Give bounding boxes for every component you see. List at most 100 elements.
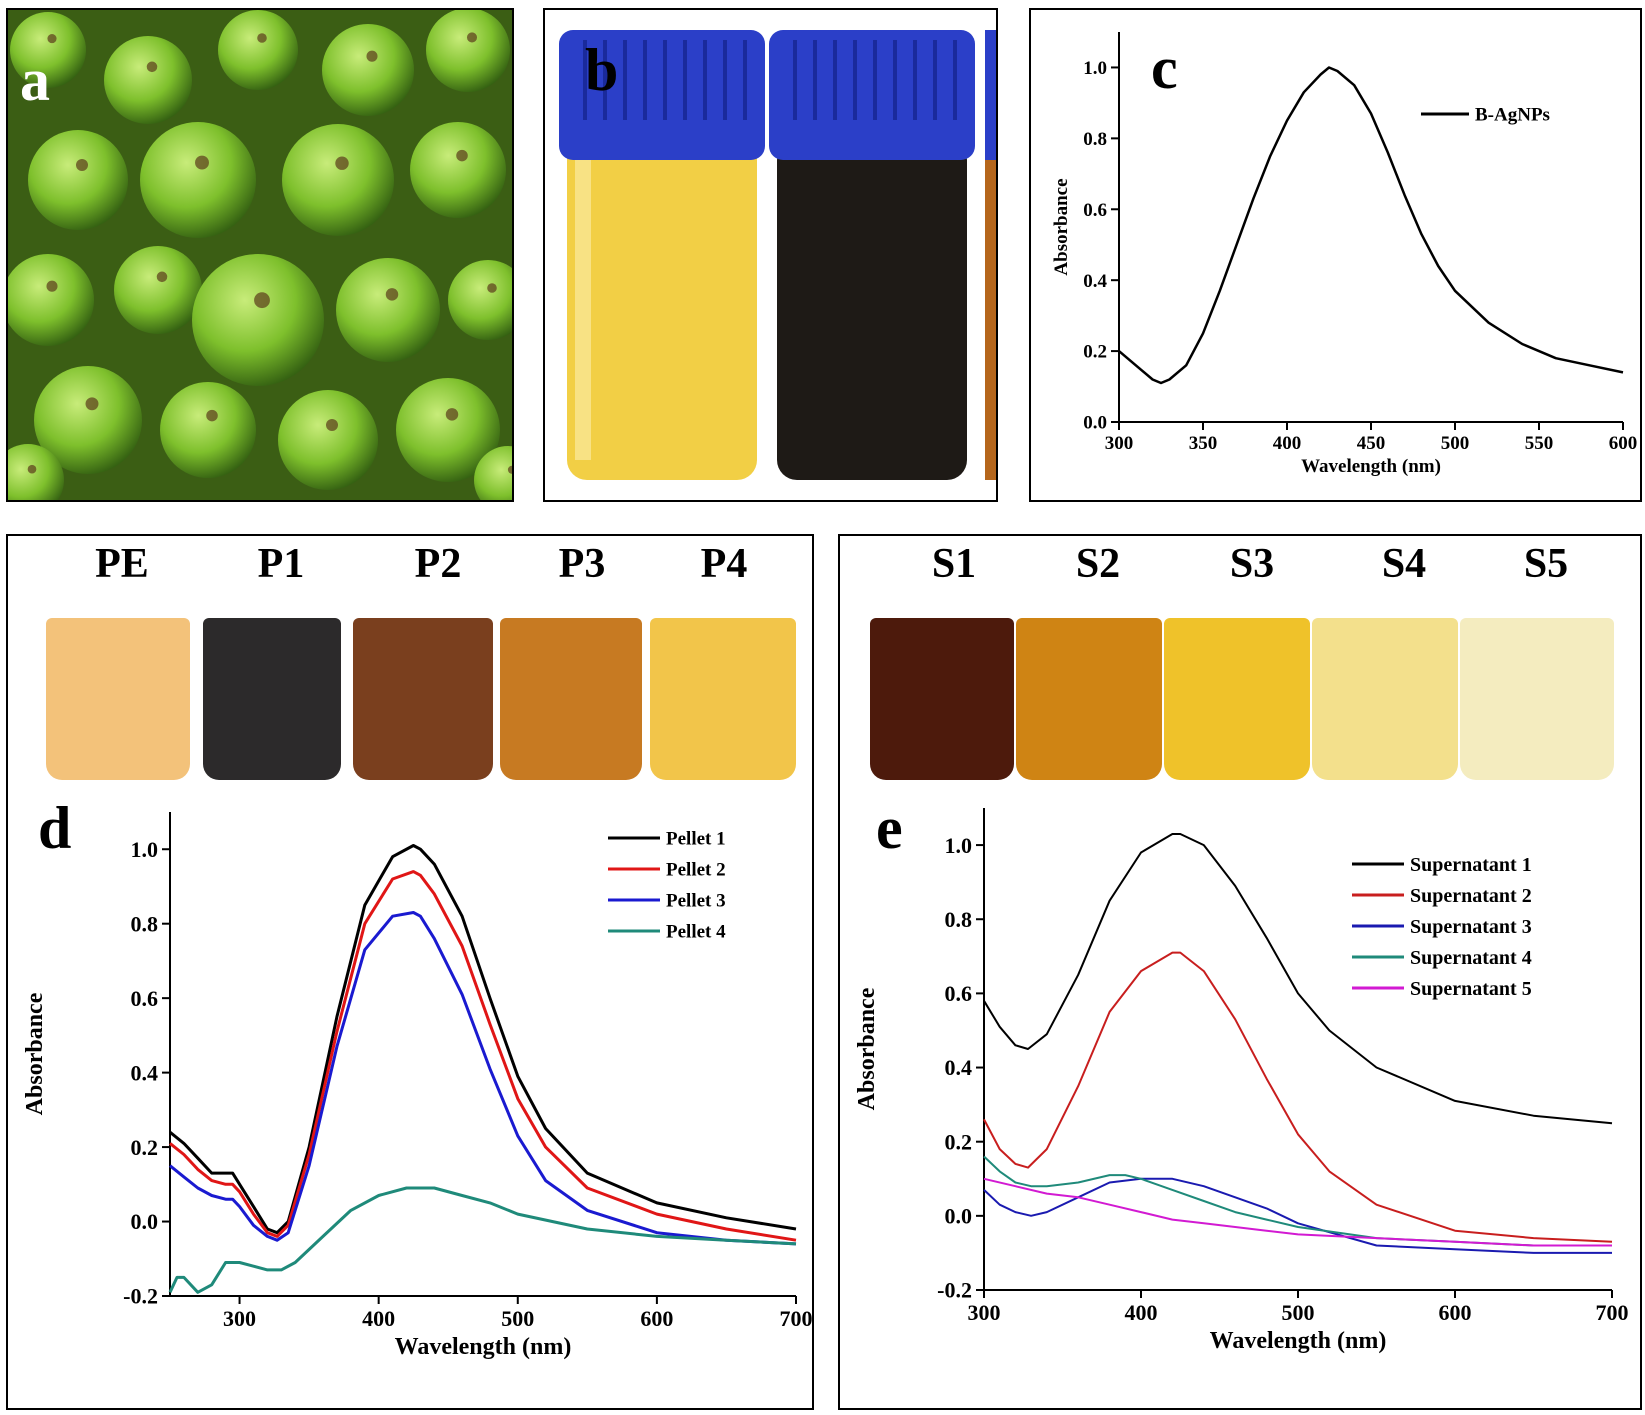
fruit-calyx <box>27 464 37 474</box>
legend-label: B-AgNPs <box>1475 105 1550 126</box>
fruit-calyx <box>146 61 158 73</box>
fruit <box>336 258 440 362</box>
y-tick-label: 1.0 <box>1083 58 1107 79</box>
fruit-calyx <box>326 419 338 431</box>
fruit-photo <box>8 10 512 500</box>
fruit-calyx <box>445 408 459 421</box>
panel-letter-c: c <box>1151 35 1178 101</box>
legend-label: Pellet 3 <box>666 891 726 912</box>
y-tick-label: 0.0 <box>945 1204 973 1229</box>
fruit-calyx <box>85 397 99 411</box>
panel-e-supernatants: S1 S2 S3 S4 S5 300 400 500 600 700 -0.2 0.0 0.2… <box>838 534 1642 1410</box>
vial-p1 <box>203 618 341 780</box>
fruit <box>448 260 512 340</box>
y-tick-label: 0.8 <box>131 911 159 936</box>
dark-vial <box>777 140 967 480</box>
y-tick-label: 0.0 <box>1083 413 1107 434</box>
y-tick-label: 0.2 <box>131 1135 159 1160</box>
x-axis-label: Wavelength (nm) <box>395 1334 572 1360</box>
y-axis-label: Absorbance <box>854 987 880 1110</box>
panel-b-vials-photo: b <box>543 8 998 502</box>
series-line-2 <box>983 951 1613 1243</box>
legend-label: Supernatant 5 <box>1410 978 1532 1000</box>
vial-label-s2: S2 <box>1075 541 1121 587</box>
vial-s1 <box>870 618 1014 780</box>
pellet-vial-row: PE P1 P2 P3 P4 <box>18 536 802 780</box>
chart-c: 300 350 400 450 500 550 600 0.0 0.2 0.4 0.6 0.8 1.0 W… <box>1051 32 1638 477</box>
legend-label: Supernatant 3 <box>1410 916 1532 938</box>
vial-p4 <box>650 618 796 780</box>
fruit <box>192 254 324 386</box>
x-tick-label: 450 <box>1357 433 1386 454</box>
fruit-calyx <box>487 283 497 293</box>
fruit <box>140 122 256 238</box>
legend-label: Pellet 4 <box>666 922 726 943</box>
legend-label: Pellet 1 <box>666 829 726 850</box>
legend-label: Supernatant 1 <box>1410 854 1532 876</box>
panel-letter-b: b <box>585 37 619 103</box>
y-tick-label: 0.6 <box>131 986 159 1011</box>
legend-label: Pellet 2 <box>666 860 726 881</box>
fruit <box>322 24 414 116</box>
y-tick-label: -0.2 <box>937 1278 972 1303</box>
fruit <box>28 130 128 230</box>
panel-letter-e: e <box>876 795 903 861</box>
y-tick-label: 0.6 <box>1083 200 1107 221</box>
vial-label-s4: S4 <box>1381 541 1427 587</box>
vial-label-s3: S3 <box>1229 541 1275 587</box>
x-tick-label: 550 <box>1525 433 1554 454</box>
y-tick-label: 0.8 <box>1083 129 1107 150</box>
y-axis-label: Absorbance <box>22 992 48 1115</box>
blue-cap-2 <box>769 30 975 160</box>
fruit <box>474 446 512 500</box>
x-axis-label: Wavelength (nm) <box>1301 456 1441 477</box>
y-tick-label: 0.4 <box>131 1060 159 1085</box>
panel-d-pellets: PE P1 P2 P3 P4 300 400 500 600 700 -0.2 0.0 0.2… <box>6 534 814 1410</box>
x-axis-label: Wavelength (nm) <box>1210 1328 1387 1354</box>
y-axis-label: Absorbance <box>1051 178 1072 275</box>
y-tick-label: 0.2 <box>1083 342 1107 363</box>
fruit-calyx <box>206 409 218 422</box>
vial-s5 <box>1460 618 1614 780</box>
x-tick-label: 600 <box>640 1306 673 1331</box>
series-line-4 <box>983 1155 1612 1247</box>
fruit-calyx <box>156 271 168 283</box>
blue-cap-1 <box>559 30 765 160</box>
x-tick-label: 400 <box>362 1306 395 1331</box>
vial-s3 <box>1164 618 1310 780</box>
fruit <box>218 10 298 90</box>
y-tick-label: 0.6 <box>945 981 973 1006</box>
y-tick-label: 0.2 <box>945 1129 973 1154</box>
y-tick-label: 1.0 <box>131 837 159 862</box>
series-line-5 <box>983 1177 1612 1247</box>
x-tick-label: 300 <box>1105 433 1134 454</box>
fruit <box>282 124 394 236</box>
panel-letter-d: d <box>38 795 72 861</box>
fruit-calyx <box>366 50 378 62</box>
vial-label-p4: P4 <box>700 541 748 587</box>
fruit <box>10 12 86 88</box>
y-tick-label: 0.4 <box>945 1055 973 1080</box>
x-tick-label: 500 <box>1441 433 1470 454</box>
yellow-vial <box>567 140 757 480</box>
vial-s2 <box>1016 618 1162 780</box>
fruit-calyx <box>507 465 512 474</box>
x-tick-label: 700 <box>780 1306 813 1331</box>
series-line-3 <box>169 911 797 1246</box>
fruit <box>410 122 506 218</box>
fruit-calyx <box>456 149 468 162</box>
supernatant-vial-row: S1 S2 S3 S4 S5 <box>850 536 1630 780</box>
vial-label-s5: S5 <box>1523 541 1569 587</box>
y-tick-label: 0.4 <box>1083 271 1107 292</box>
legend-label: Supernatant 2 <box>1410 885 1532 907</box>
y-tick-label: 0.0 <box>131 1209 159 1234</box>
vial-pe <box>46 618 190 780</box>
x-tick-label: 600 <box>1609 433 1638 454</box>
fruit <box>104 36 192 124</box>
fruit <box>8 444 64 500</box>
fruit-calyx <box>46 280 58 292</box>
vial-label-p3: P3 <box>558 541 606 587</box>
vial-label-s1: S1 <box>931 541 977 587</box>
fruit-calyx <box>254 292 270 309</box>
y-tick-label: 0.8 <box>945 907 973 932</box>
